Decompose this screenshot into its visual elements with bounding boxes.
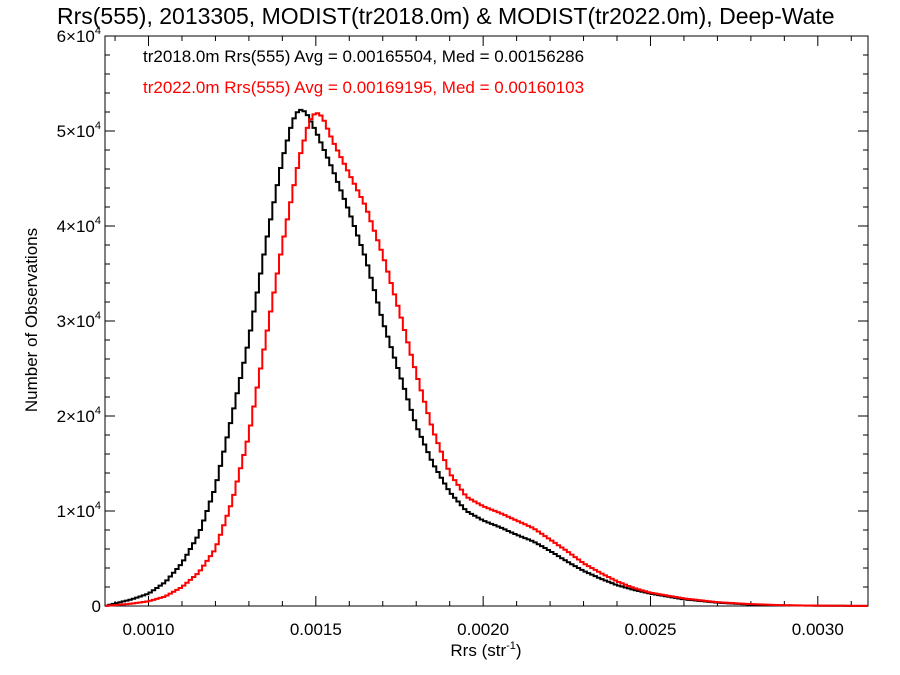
y-tick-label: 0 (92, 597, 101, 616)
x-tick-label: 0.0015 (290, 620, 342, 639)
y-tick-label: 3×104 (57, 310, 101, 331)
x-tick-label: 0.0020 (457, 620, 509, 639)
y-axis-label: Number of Observations (22, 228, 41, 412)
series-line-tr2022 (105, 112, 868, 607)
y-tick-label: 4×104 (57, 215, 101, 236)
series-line-tr2018 (105, 108, 868, 607)
series-annotation-tr2022: tr2022.0m Rrs(555) Avg = 0.00169195, Med… (143, 78, 584, 97)
series-annotation-tr2018: tr2018.0m Rrs(555) Avg = 0.00165504, Med… (143, 47, 584, 66)
y-tick-label: 2×104 (57, 405, 101, 426)
x-tick-label: 0.0030 (792, 620, 844, 639)
x-axis-label: Rrs (str-1) (450, 640, 521, 660)
axis-ticks: 0.0010 0.0015 0.0020 0.0025 0.0030 0 1×104 2×10… (57, 25, 868, 639)
chart-title: Rrs(555), 2013305, MODIST(tr2018.0m) & M… (57, 3, 835, 29)
y-tick-label: 1×104 (57, 500, 101, 521)
series-layer (105, 108, 868, 607)
x-tick-label: 0.0010 (123, 620, 175, 639)
y-tick-label: 5×104 (57, 120, 101, 141)
y-tick-label: 6×104 (57, 25, 101, 46)
x-tick-label: 0.0025 (624, 620, 676, 639)
